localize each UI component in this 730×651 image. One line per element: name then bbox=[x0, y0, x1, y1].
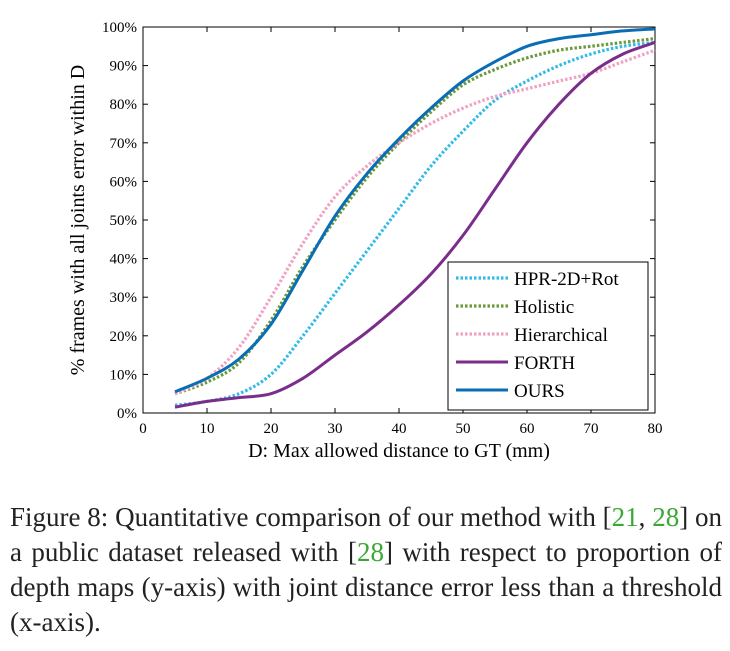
y-tick-label: 60% bbox=[110, 174, 138, 190]
citation-link[interactable]: 21 bbox=[611, 502, 639, 532]
citation-link[interactable]: 28 bbox=[652, 502, 680, 532]
caption-text: Figure 8: Quantitative comparison of our… bbox=[10, 502, 612, 532]
legend-label-holistic: Holistic bbox=[514, 297, 574, 318]
y-axis-title: % frames with all joints error within D bbox=[67, 65, 89, 376]
y-tick-label: 0% bbox=[117, 406, 137, 422]
series-line-ours bbox=[174, 27, 656, 394]
x-tick-label: 60 bbox=[520, 421, 535, 437]
series-line-forth bbox=[174, 40, 656, 409]
x-tick-label: 20 bbox=[264, 421, 279, 437]
caption-text: ] with respect to proportion of depth ma… bbox=[10, 537, 722, 637]
legend-box bbox=[447, 261, 649, 411]
x-axis-title: D: Max allowed distance to GT (mm) bbox=[248, 440, 550, 462]
x-tick-label: 40 bbox=[392, 421, 407, 437]
figure-caption: Figure 8: Quantitative comparison of our… bbox=[10, 500, 722, 640]
y-tick-label: 70% bbox=[110, 136, 138, 152]
x-tick-label: 50 bbox=[456, 421, 471, 437]
y-tick-label: 40% bbox=[110, 252, 138, 268]
x-tick-label: 70 bbox=[584, 421, 599, 437]
citation-link[interactable]: 28 bbox=[356, 537, 384, 567]
y-tick-label: 20% bbox=[110, 329, 138, 345]
legend-label-ours: OURS bbox=[514, 381, 565, 402]
legend-label-forth: FORTH bbox=[514, 353, 575, 374]
legend-label-hierarchical: Hierarchical bbox=[514, 325, 608, 346]
caption-text: ] on a public dataset released with [ bbox=[10, 502, 722, 567]
x-tick-label: 0 bbox=[139, 421, 147, 437]
caption-text: , bbox=[638, 502, 653, 532]
x-tick-label: 10 bbox=[200, 421, 215, 437]
y-tick-label: 30% bbox=[110, 290, 138, 306]
x-tick-label: 80 bbox=[648, 421, 663, 437]
series-line-hpr-2d-rot bbox=[174, 40, 656, 407]
y-tick-label: 90% bbox=[110, 59, 138, 75]
figure-chart: 0 10 20 30 40 50 60 70 80 0% 10% 20% 30% 40% 50% 60% 70%… bbox=[67, 20, 663, 462]
legend-label-hpr-2d-rot: HPR-2D+Rot bbox=[514, 269, 619, 290]
series-line-hierarchical bbox=[174, 48, 656, 396]
y-tick-label: 50% bbox=[110, 213, 138, 229]
y-tick-label: 10% bbox=[110, 367, 138, 383]
y-tick-label: 100% bbox=[102, 20, 137, 36]
x-tick-label: 30 bbox=[328, 421, 343, 437]
y-tick-label: 80% bbox=[110, 97, 138, 113]
line-chart: 0 10 20 30 40 50 60 70 80 0% 10% 20% 30% 40% 50% 60% 70%… bbox=[67, 20, 663, 462]
